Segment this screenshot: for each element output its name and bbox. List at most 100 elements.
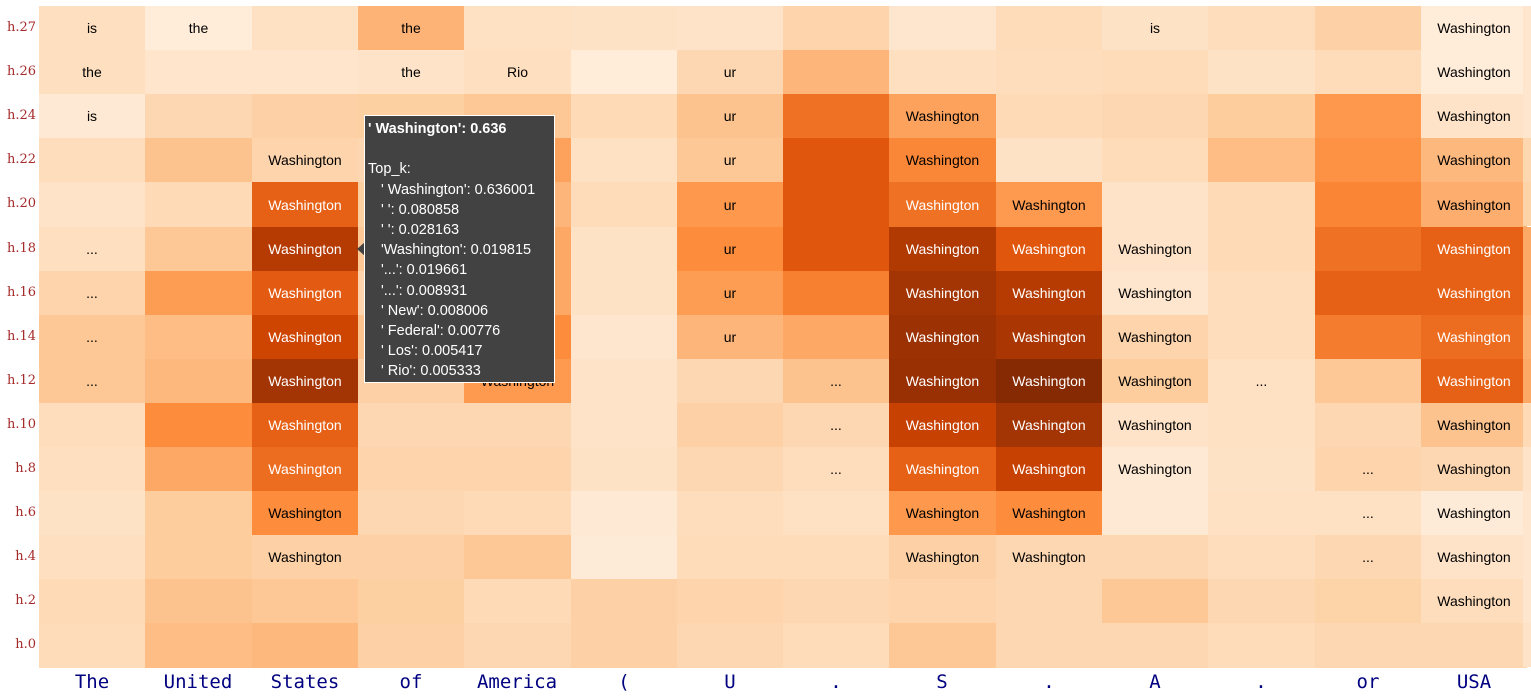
heatmap-cell[interactable] [1315,50,1421,94]
heatmap-cell[interactable]: Washington [252,403,358,447]
heatmap-cell[interactable] [571,50,677,94]
heatmap-cell[interactable]: Washington [1421,227,1527,271]
heatmap-cell[interactable]: Washington [996,359,1102,403]
heatmap-cell[interactable] [996,623,1102,668]
heatmap-cell[interactable]: Washington [889,403,996,447]
heatmap-cell[interactable] [464,447,571,491]
heatmap-cell[interactable] [464,403,571,447]
heatmap-cell[interactable] [358,403,464,447]
heatmap-cell[interactable]: the [358,50,464,94]
heatmap-cell[interactable]: Washington [252,138,358,182]
heatmap-cell[interactable]: Washington [1421,6,1527,50]
heatmap-cell[interactable] [677,359,783,403]
heatmap-cell[interactable]: Washington [1421,271,1527,315]
heatmap-cell[interactable]: Washington [889,138,996,182]
heatmap-cell[interactable]: Washington [252,447,358,491]
heatmap-cell[interactable] [1315,623,1421,668]
heatmap-cell[interactable] [1315,271,1421,315]
heatmap-cell[interactable]: Washington [889,94,996,138]
heatmap-cell[interactable]: Washington [996,403,1102,447]
heatmap-cell[interactable] [783,138,889,182]
heatmap-cell[interactable] [39,623,145,668]
heatmap-cell[interactable] [677,447,783,491]
heatmap-cell[interactable]: Washington [1421,447,1527,491]
heatmap-cell[interactable]: Washington [1421,50,1527,94]
heatmap-cell[interactable] [1208,623,1315,668]
heatmap-cell[interactable] [889,623,996,668]
heatmap-cell[interactable]: ur [677,50,783,94]
heatmap-cell[interactable] [571,491,677,535]
heatmap-cell[interactable] [39,182,145,227]
heatmap-cell[interactable]: Washington [252,491,358,535]
heatmap-cell[interactable] [1208,315,1315,359]
heatmap-cell[interactable] [39,403,145,447]
heatmap-cell[interactable]: ur [677,315,783,359]
heatmap-cell[interactable]: Washington [1102,447,1208,491]
heatmap-cell[interactable]: ... [1315,491,1421,535]
heatmap-cell[interactable]: Washington [1421,138,1527,182]
heatmap-cell[interactable] [1315,359,1421,403]
heatmap-cell[interactable]: Washington [1421,579,1527,623]
heatmap-cell[interactable] [1208,50,1315,94]
heatmap-cell[interactable] [1102,491,1208,535]
heatmap-cell[interactable] [571,138,677,182]
heatmap-cell[interactable] [1315,403,1421,447]
heatmap-cell[interactable]: Washington [889,359,996,403]
heatmap-cell[interactable] [783,623,889,668]
heatmap-cell[interactable] [1315,6,1421,50]
heatmap-cell[interactable] [252,94,358,138]
heatmap-cell[interactable] [252,6,358,50]
heatmap-cell[interactable] [1102,138,1208,182]
heatmap-cell[interactable] [571,271,677,315]
heatmap-cell[interactable]: Washington [252,227,358,271]
heatmap-cell[interactable] [783,182,889,227]
heatmap-cell[interactable] [1208,403,1315,447]
heatmap-cell[interactable]: the [145,6,252,50]
heatmap-cell[interactable] [145,227,252,271]
heatmap-cell[interactable] [145,94,252,138]
heatmap-cell[interactable] [677,6,783,50]
heatmap-cell[interactable]: the [39,50,145,94]
heatmap-cell[interactable] [252,50,358,94]
heatmap-cell[interactable] [677,623,783,668]
heatmap-cell[interactable] [358,447,464,491]
heatmap-cell[interactable] [571,623,677,668]
heatmap-cell[interactable] [677,403,783,447]
heatmap-cell[interactable] [1315,94,1421,138]
heatmap-cell[interactable] [783,491,889,535]
heatmap-cell[interactable] [996,579,1102,623]
heatmap-cell[interactable] [571,227,677,271]
heatmap-cell[interactable] [145,138,252,182]
heatmap-cell[interactable] [783,50,889,94]
heatmap-cell[interactable] [145,403,252,447]
heatmap-cell[interactable] [996,94,1102,138]
heatmap-cell[interactable] [39,579,145,623]
heatmap-cell[interactable] [145,182,252,227]
heatmap-cell[interactable] [145,315,252,359]
heatmap-cell[interactable]: ur [677,227,783,271]
heatmap-cell[interactable] [783,6,889,50]
heatmap-cell[interactable] [571,315,677,359]
heatmap-cell[interactable] [1315,227,1421,271]
heatmap-cell[interactable] [783,315,889,359]
heatmap-cell[interactable]: the [358,6,464,50]
heatmap-cell[interactable]: is [39,6,145,50]
heatmap-cell[interactable] [1315,315,1421,359]
heatmap-cell[interactable] [783,579,889,623]
heatmap-cell[interactable]: Rio [464,50,571,94]
heatmap-cell[interactable] [996,138,1102,182]
heatmap-cell[interactable] [571,94,677,138]
heatmap-cell[interactable]: Washington [252,359,358,403]
heatmap-cell[interactable]: ... [783,447,889,491]
heatmap-cell[interactable]: Washington [1421,491,1527,535]
heatmap-cell[interactable] [571,403,677,447]
heatmap-cell[interactable] [39,491,145,535]
heatmap-cell[interactable] [783,227,889,271]
heatmap-cell[interactable] [1208,579,1315,623]
heatmap-cell[interactable]: ... [1315,447,1421,491]
heatmap-cell[interactable]: Washington [996,535,1102,579]
heatmap-cell[interactable] [1208,491,1315,535]
heatmap-cell[interactable]: ... [39,271,145,315]
heatmap-cell[interactable] [677,535,783,579]
heatmap-cell[interactable]: ... [39,315,145,359]
